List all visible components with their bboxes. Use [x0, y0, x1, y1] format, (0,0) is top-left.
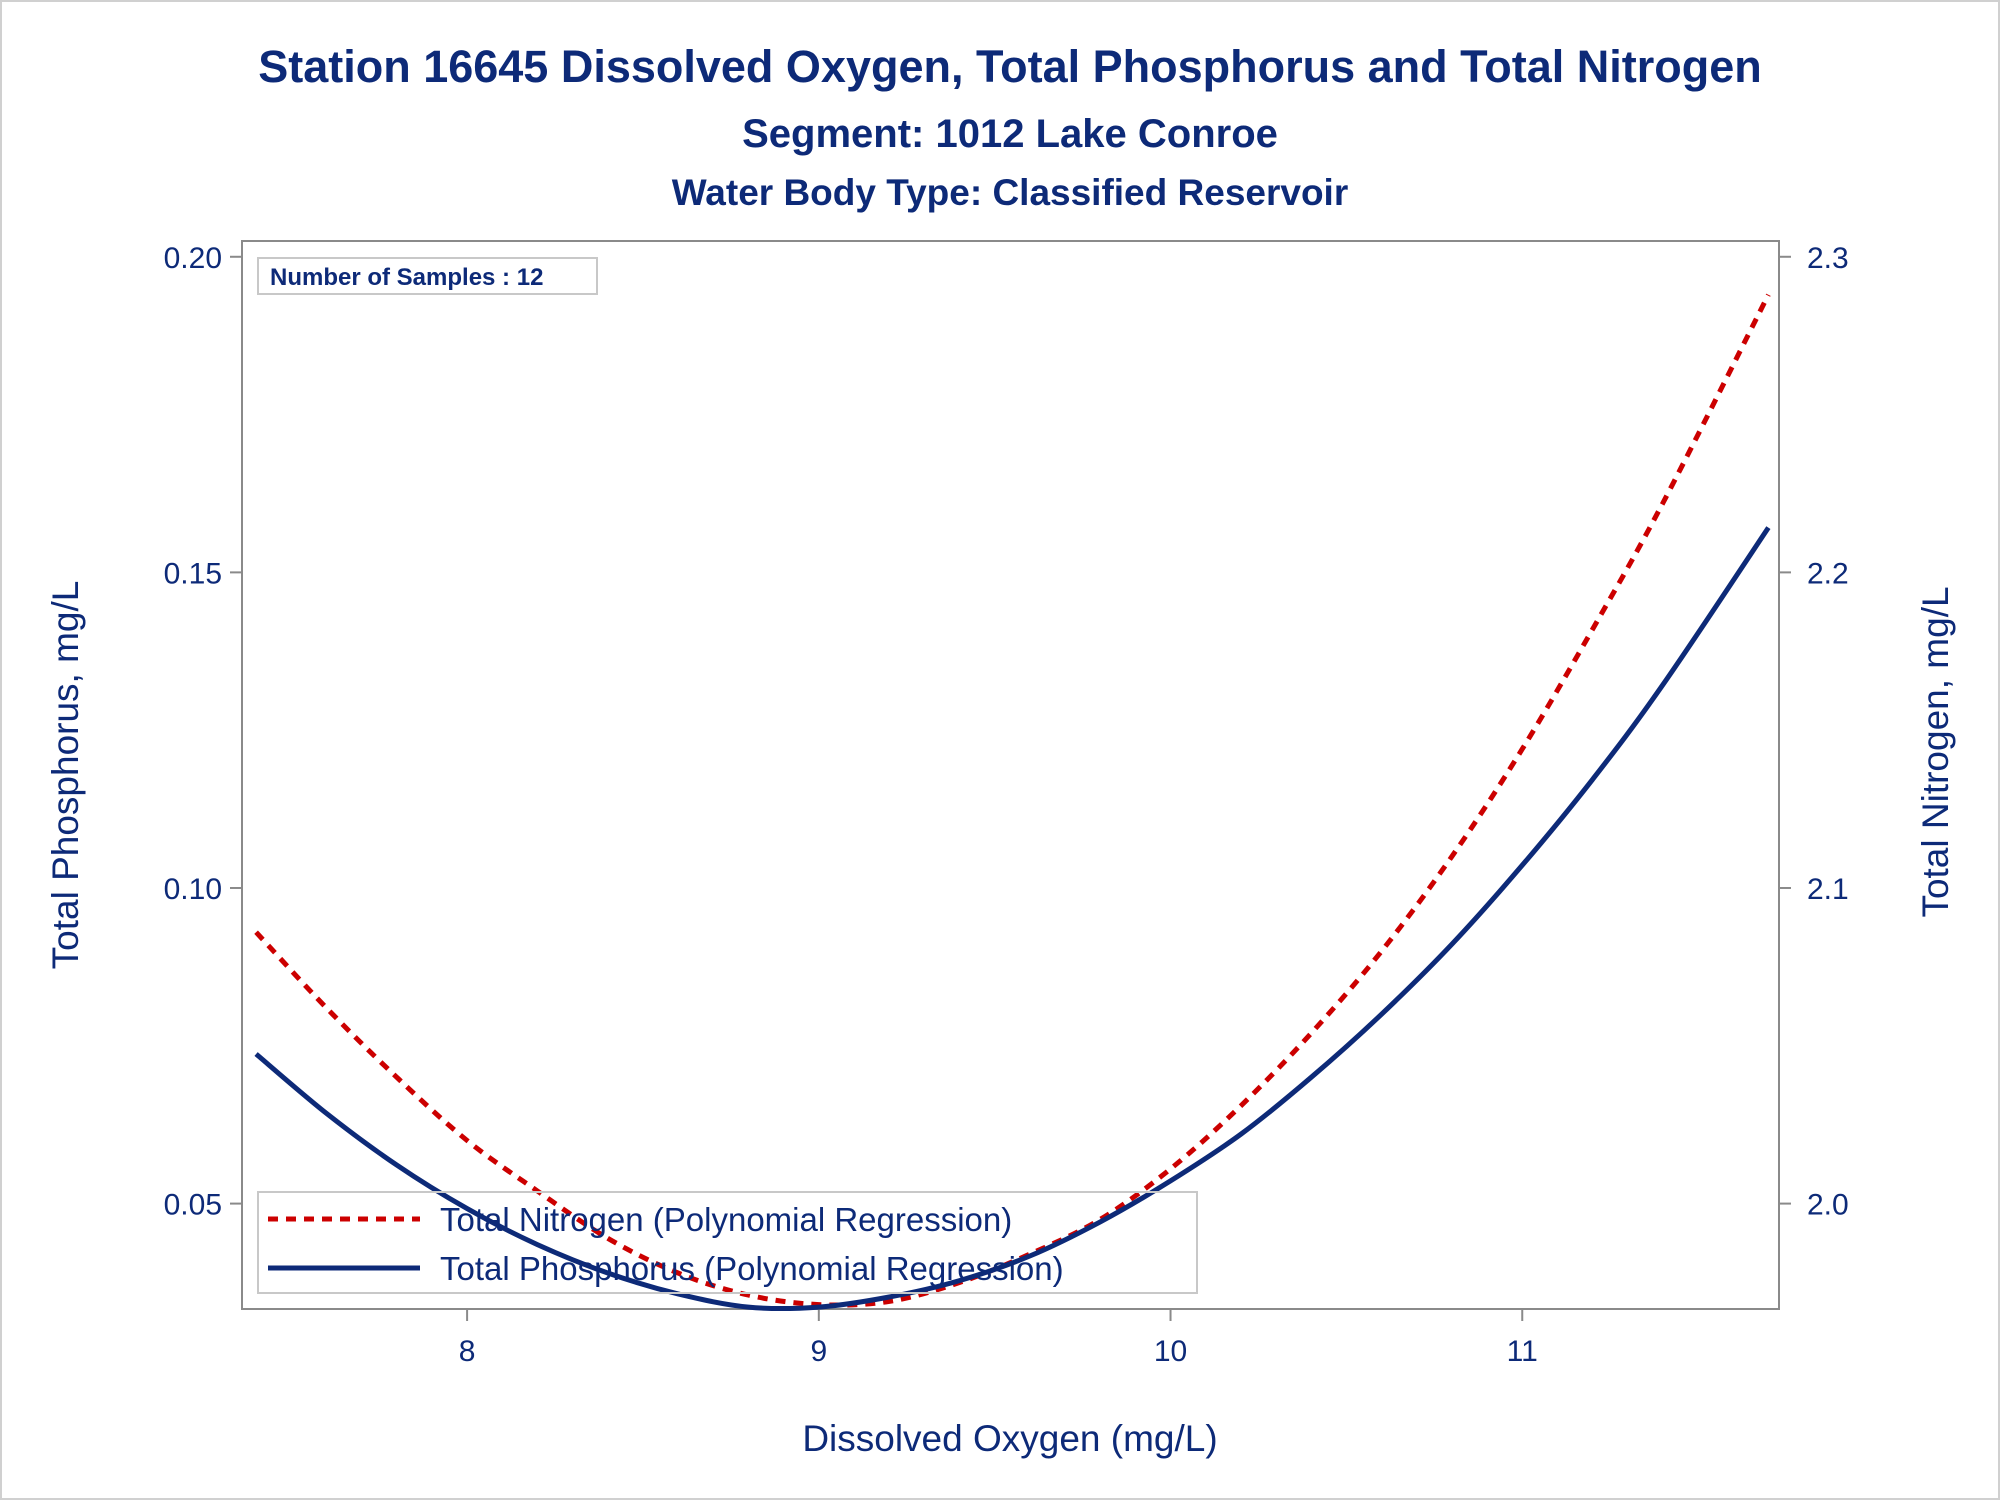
y-axis-title-left: Total Phosphorus, mg/L [45, 581, 86, 970]
legend-box [257, 1191, 1198, 1294]
series-line-total-nitrogen [254, 293, 1771, 1308]
x-tick-label: 9 [810, 1335, 827, 1368]
x-axis-title: Dissolved Oxygen (mg/L) [802, 1418, 1217, 1459]
samples-inset-text: Number of Samples : 12 [270, 264, 543, 291]
axis-ticks: 8 9 10 11 0.05 0.10 0.15 0.20 2.0 2.1 2.2 2.3 [164, 242, 1849, 1368]
y-tick-label-left: 0.10 [164, 873, 222, 906]
legend-label-nitrogen: Total Nitrogen (Polynomial Regression) [440, 1201, 1012, 1238]
y-tick-label-left: 0.15 [164, 557, 222, 590]
y-tick-label-right: 2.2 [1807, 557, 1849, 590]
x-tick-label: 8 [459, 1335, 476, 1368]
legend: Total Nitrogen (Polynomial Regression) T… [257, 1191, 1198, 1294]
x-tick-label: 10 [1154, 1335, 1187, 1368]
samples-inset: Number of Samples : 12 [257, 257, 598, 295]
samples-inset-box [257, 257, 598, 295]
chart-subtitle-water-body: Water Body Type: Classified Reservoir [672, 172, 1348, 213]
y-axis-title-right: Total Nitrogen, mg/L [1915, 586, 1956, 917]
legend-label-phosphorus: Total Phosphorus (Polynomial Regression) [440, 1250, 1064, 1287]
y-tick-label-right: 2.1 [1807, 873, 1849, 906]
y-tick-label-left: 0.20 [164, 242, 222, 275]
y-tick-label-right: 2.3 [1807, 242, 1849, 275]
series-layer [254, 293, 1771, 1312]
plot-area [241, 240, 1780, 1310]
y-tick-label-left: 0.05 [164, 1189, 222, 1222]
x-tick-label: 11 [1507, 1335, 1538, 1368]
chart-subtitle-segment: Segment: 1012 Lake Conroe [742, 112, 1278, 156]
series-line-total-phosphorus [254, 526, 1771, 1312]
y-tick-label-right: 2.0 [1807, 1189, 1849, 1222]
chart-title: Station 16645 Dissolved Oxygen, Total Ph… [258, 41, 1762, 92]
